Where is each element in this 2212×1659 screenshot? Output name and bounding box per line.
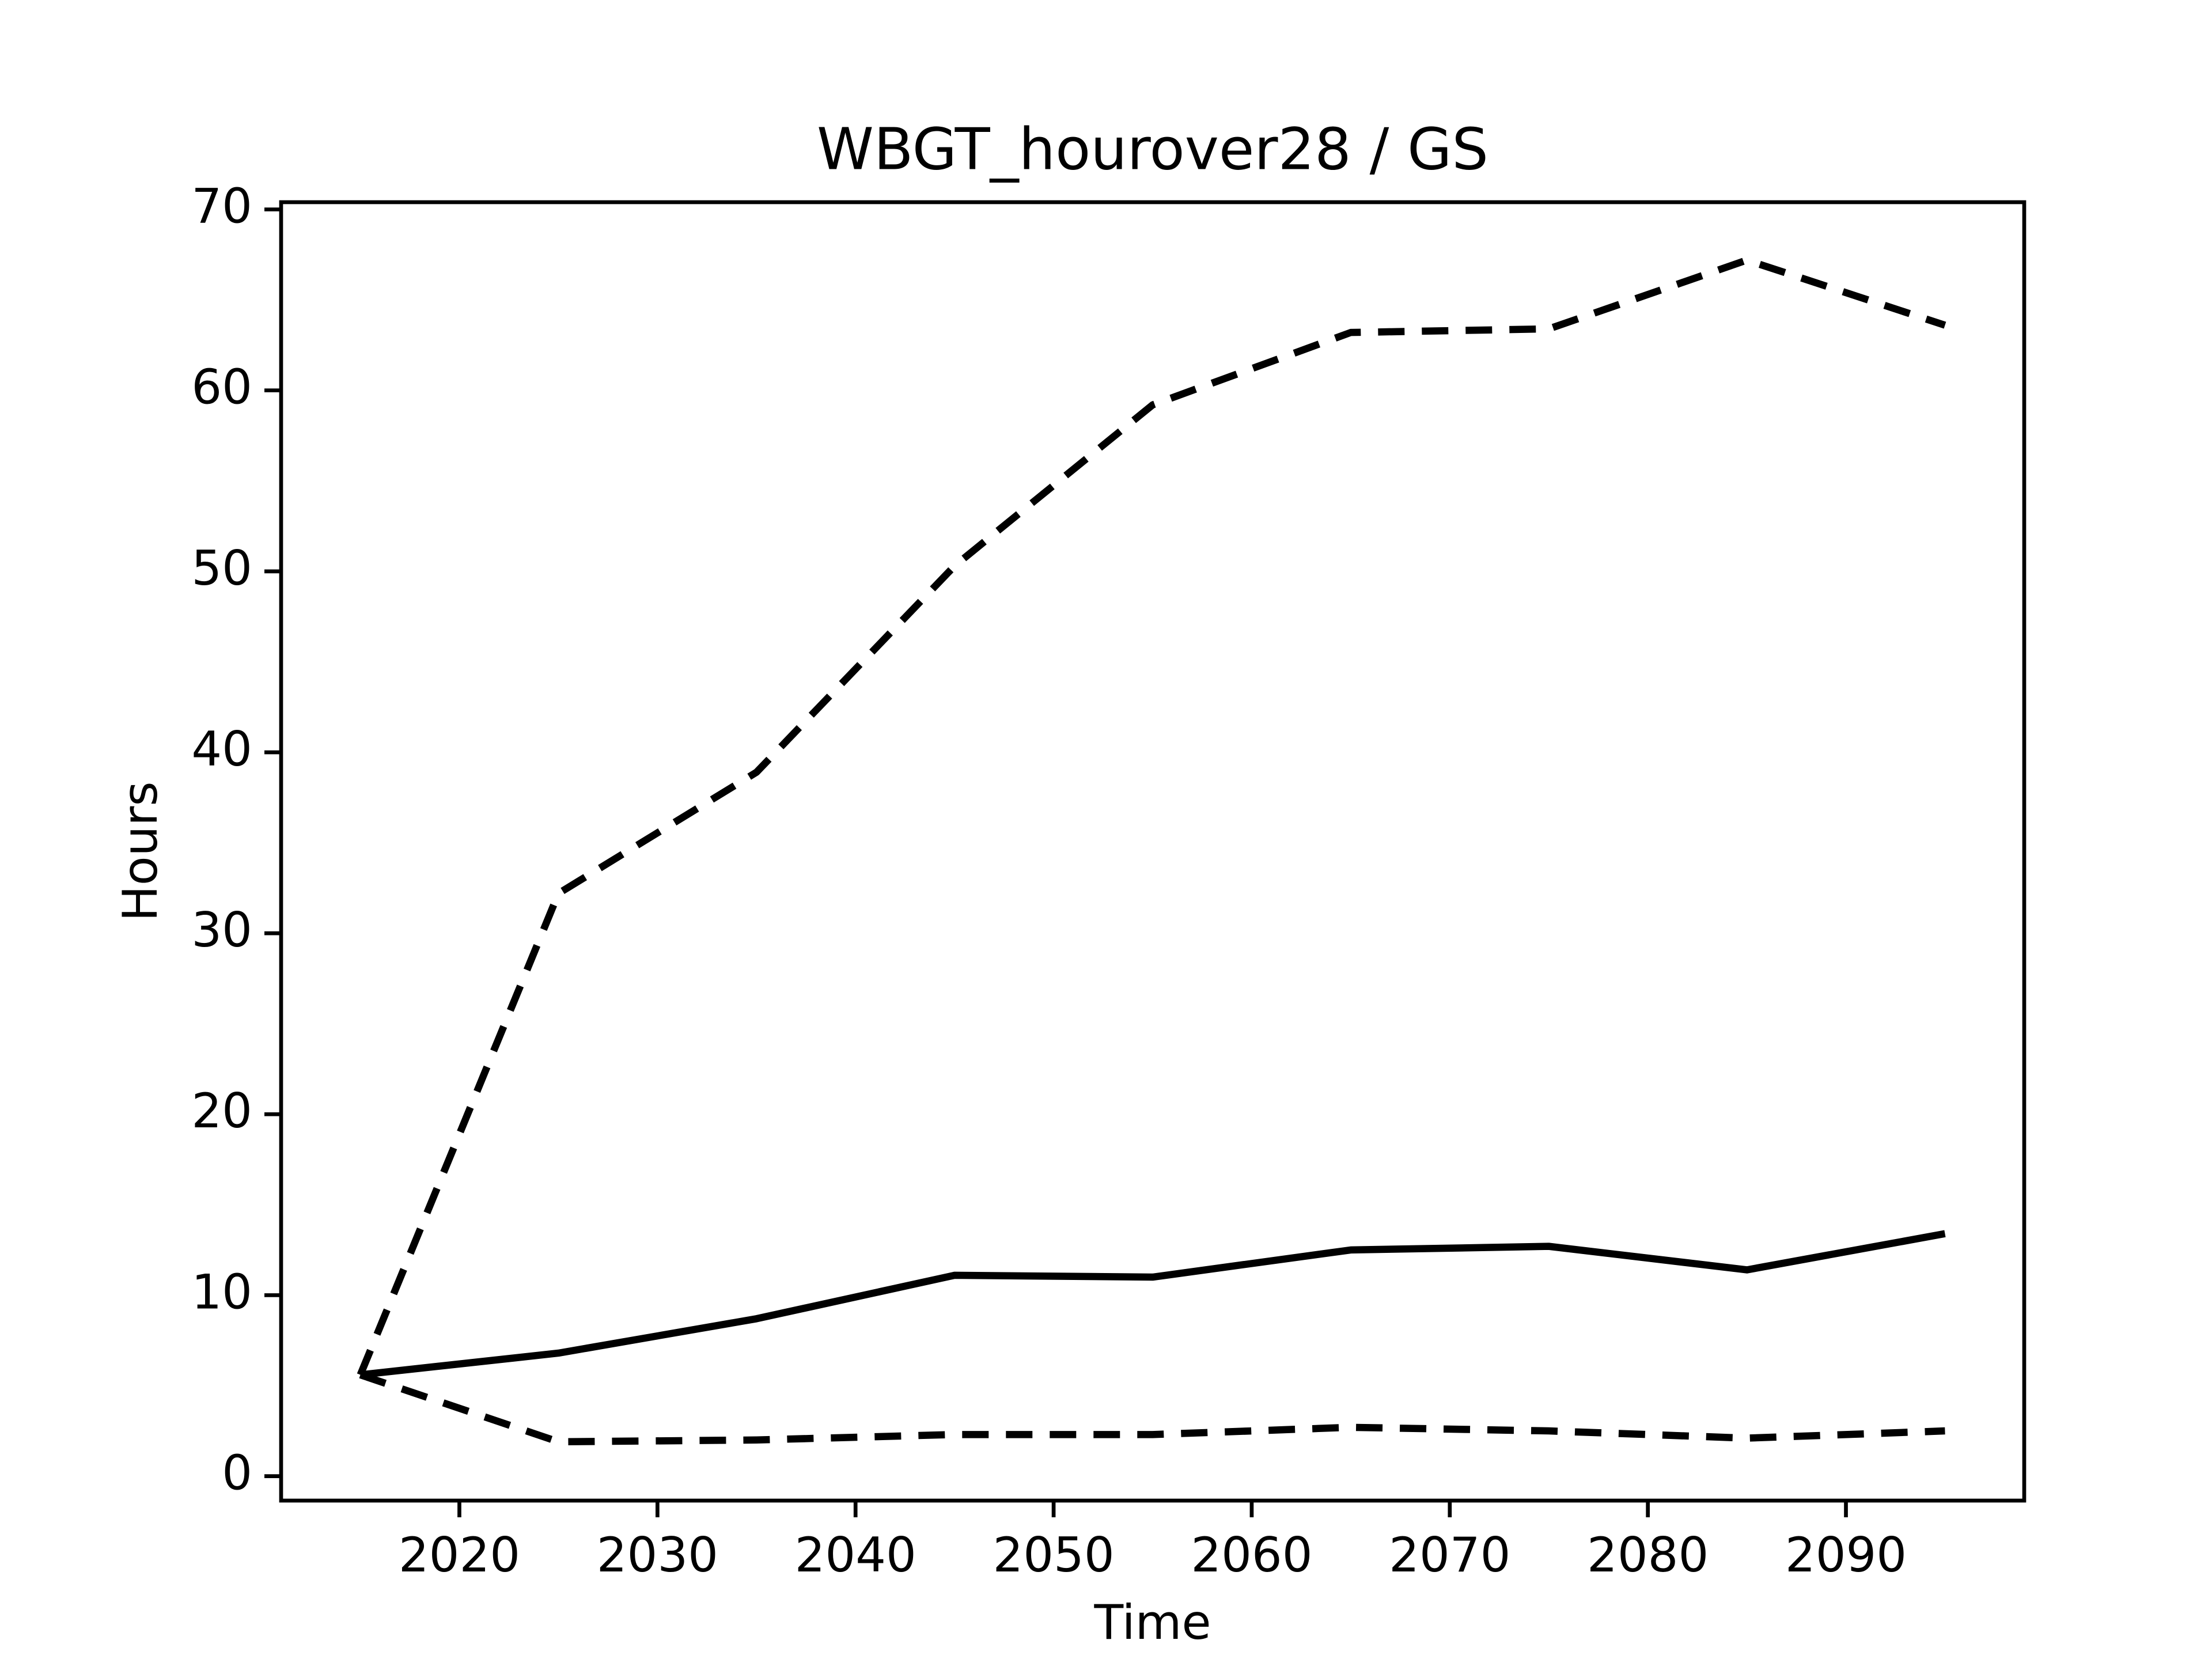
y-tick-label: 40 bbox=[191, 721, 252, 777]
x-tick-label: 2020 bbox=[399, 1527, 520, 1583]
y-tick-label: 10 bbox=[191, 1264, 252, 1320]
y-tick-label: 50 bbox=[191, 540, 252, 596]
y-tick-label: 0 bbox=[222, 1445, 252, 1501]
x-tick-label: 2070 bbox=[1389, 1527, 1510, 1583]
x-tick-label: 2090 bbox=[1785, 1527, 1907, 1583]
y-tick-label: 60 bbox=[191, 359, 252, 415]
plot-frame bbox=[279, 200, 2027, 1503]
chart-title: WBGT_hourover28 / GS bbox=[817, 115, 1488, 183]
data-line bbox=[359, 1371, 1945, 1446]
x-tick-label: 2030 bbox=[597, 1527, 718, 1583]
y-tick-label: 70 bbox=[191, 179, 252, 234]
data-line bbox=[357, 256, 1946, 1377]
x-tick-label: 2040 bbox=[795, 1527, 916, 1583]
x-tick-label: 2080 bbox=[1587, 1527, 1709, 1583]
y-tick-label: 20 bbox=[191, 1083, 252, 1139]
x-axis-label: Time bbox=[1093, 1594, 1211, 1650]
x-tick-label: 2060 bbox=[1191, 1527, 1312, 1583]
x-tick-label: 2050 bbox=[993, 1527, 1114, 1583]
y-tick-label: 30 bbox=[191, 902, 252, 958]
y-axis-label: Hours bbox=[112, 781, 168, 921]
data-line bbox=[359, 1230, 1946, 1378]
